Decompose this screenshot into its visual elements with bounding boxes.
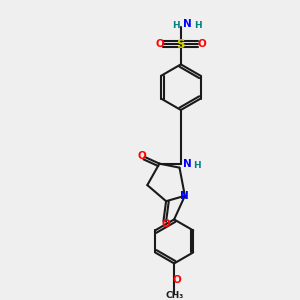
Text: O: O <box>198 39 207 49</box>
Text: N: N <box>183 159 192 169</box>
Text: N: N <box>183 19 192 28</box>
Text: O: O <box>155 39 164 49</box>
Text: S: S <box>177 38 185 51</box>
Text: N: N <box>181 191 189 201</box>
Text: O: O <box>138 151 146 160</box>
Text: CH₃: CH₃ <box>165 291 183 300</box>
Text: O: O <box>172 274 181 284</box>
Text: O: O <box>162 219 170 229</box>
Text: H: H <box>194 21 201 30</box>
Text: H: H <box>172 21 180 30</box>
Text: H: H <box>193 161 201 170</box>
